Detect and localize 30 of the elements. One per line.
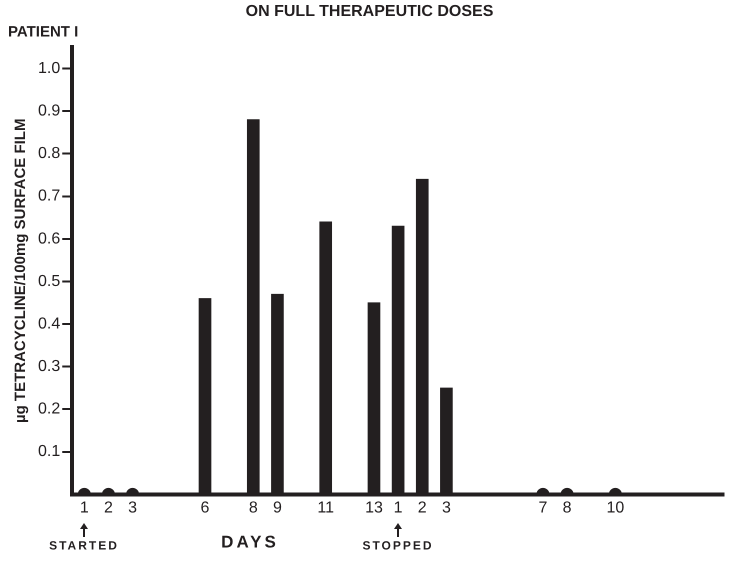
y-tick-label: 0.8 bbox=[38, 145, 60, 162]
x-tick-label: 2 bbox=[418, 499, 427, 516]
x-tick-label: 8 bbox=[562, 499, 572, 516]
x-tick-label: 10 bbox=[606, 499, 624, 516]
x-tick-label: 9 bbox=[272, 499, 282, 516]
chart-subtitle: PATIENT I bbox=[8, 23, 78, 40]
y-tick-label: 0.5 bbox=[38, 272, 60, 290]
y-tick-label: 0.1 bbox=[38, 443, 60, 460]
y-tick-label: 0.2 bbox=[38, 400, 60, 418]
y-tick-label: 0.3 bbox=[38, 358, 60, 376]
y-tick-label: 0.6 bbox=[38, 230, 60, 248]
y-tick-label: 1.0 bbox=[38, 60, 60, 77]
x-tick-label: 11 bbox=[317, 499, 334, 516]
x-tick-label: 13 bbox=[365, 499, 383, 516]
x-tick-label: 7 bbox=[538, 499, 548, 516]
x-tick-label: 8 bbox=[248, 499, 258, 516]
chart-title: ON FULL THERAPEUTIC DOSES bbox=[246, 3, 494, 20]
x-tick-label: 3 bbox=[128, 499, 138, 516]
y-tick-label: 0.4 bbox=[38, 315, 60, 332]
x-axis-title: DAYS bbox=[221, 532, 279, 552]
x-tick-label: 2 bbox=[104, 499, 113, 516]
x-tick-label: 1 bbox=[394, 499, 403, 516]
text: STOPPED bbox=[362, 538, 434, 553]
y-tick-label: 0.9 bbox=[38, 102, 60, 120]
x-tick-label: 3 bbox=[442, 499, 451, 516]
x-tick-label: 6 bbox=[200, 499, 210, 516]
y-tick-label: 0.7 bbox=[38, 188, 60, 205]
x-tick-label: 1 bbox=[80, 499, 89, 516]
y-axis-title: µg TETRACYCLINE/100mg SURFACE FILM bbox=[12, 118, 30, 424]
text: STARTED bbox=[49, 538, 119, 553]
